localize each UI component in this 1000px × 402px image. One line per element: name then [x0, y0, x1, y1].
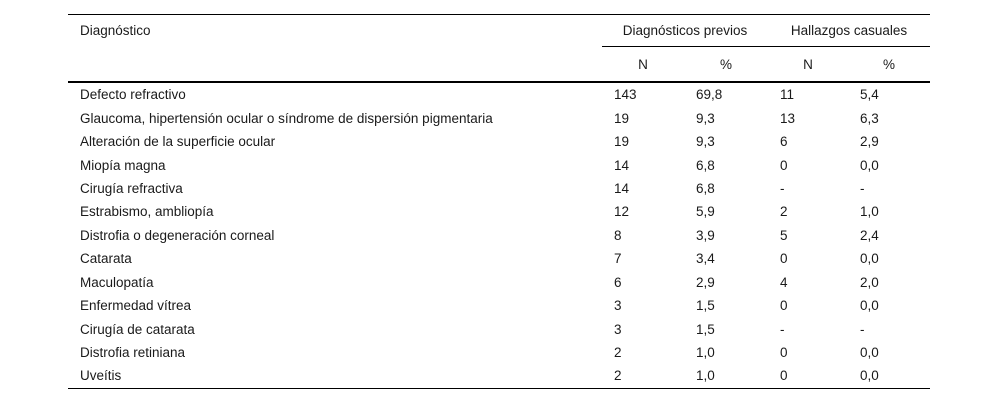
casual-n-cell: 4 — [780, 274, 788, 290]
table-row: Cirugía refractiva 14 6,8 - - — [68, 177, 930, 200]
casual-pct-cell: - — [860, 180, 865, 196]
previous-n-cell: 3 — [614, 321, 622, 337]
diagnosis-cell: Glaucoma, hipertensión ocular o síndrome… — [80, 110, 493, 126]
previous-pct-cell: 6,8 — [696, 180, 715, 196]
casual-pct-cell: 6,3 — [860, 110, 879, 126]
diagnosis-cell: Miopía magna — [80, 157, 166, 173]
previous-n-cell: 14 — [614, 180, 630, 196]
table-row: Distrofia retiniana 2 1,0 0 0,0 — [68, 341, 930, 364]
casual-pct-cell: 0,0 — [860, 345, 879, 361]
table-row: Distrofia o degeneración corneal 8 3,9 5 2,4 — [68, 224, 930, 247]
casual-n-cell: 0 — [780, 157, 788, 173]
previous-n-cell: 8 — [614, 227, 622, 243]
casual-n-cell: 11 — [780, 87, 795, 103]
diagnosis-cell: Cirugía de catarata — [80, 321, 195, 337]
table-row: Enfermedad vítrea 3 1,5 0 0,0 — [68, 294, 930, 317]
diagnosis-cell: Enfermedad vítrea — [80, 298, 192, 314]
casual-n-cell: 2 — [780, 204, 788, 220]
casual-n-cell: 0 — [768, 364, 848, 389]
table-row: Catarata 7 3,4 0 0,0 — [68, 247, 930, 270]
casual-n-cell: 0 — [780, 251, 788, 267]
column-header-previous-n: N — [602, 46, 684, 84]
column-header-diagnosis: Diagnóstico — [68, 14, 602, 83]
previous-n-cell: 14 — [614, 157, 630, 173]
casual-pct-cell: - — [860, 321, 865, 337]
table-row: Miopía magna 14 6,8 0 0,0 — [68, 153, 930, 176]
table-row: Defecto refractivo 143 69,8 11 5,4 — [68, 82, 930, 106]
previous-pct-cell: 1,5 — [696, 321, 715, 337]
casual-pct-cell: 2,0 — [860, 274, 879, 290]
diagnosis-cell: Distrofia o degeneración corneal — [80, 227, 275, 243]
previous-n-cell: 19 — [614, 110, 630, 126]
table-body: Defecto refractivo 143 69,8 11 5,4 Glaucoma, … — [68, 82, 930, 389]
table-header: Diagnóstico Diagnósticos previos Hallazg… — [68, 14, 930, 84]
casual-n-cell: 5 — [780, 227, 788, 243]
table-subheader-row: N % N % — [68, 46, 930, 84]
diagnosis-cell: Maculopatía — [80, 274, 154, 290]
table-group-header-row: Diagnóstico Diagnósticos previos Hallazg… — [68, 14, 930, 83]
diagnosis-cell: Catarata — [80, 251, 132, 267]
diagnosis-cell: Defecto refractivo — [80, 87, 186, 103]
casual-pct-cell: 0,0 — [860, 157, 879, 173]
column-group-casual-findings: Hallazgos casuales — [768, 14, 930, 48]
previous-n-cell: 3 — [614, 298, 622, 314]
casual-pct-cell: 5,4 — [860, 87, 879, 103]
previous-pct-cell: 3,9 — [696, 227, 715, 243]
diagnosis-cell: Uveítis — [68, 364, 602, 389]
table-row: Estrabismo, ambliopía 12 5,9 2 1,0 — [68, 200, 930, 223]
casual-n-cell: 6 — [780, 134, 788, 150]
column-header-previous-pct: % — [684, 46, 768, 84]
previous-pct-cell: 9,3 — [696, 110, 715, 126]
casual-pct-cell: 1,0 — [860, 204, 879, 220]
column-header-casual-n: N — [768, 46, 848, 84]
previous-pct-cell: 5,9 — [696, 204, 715, 220]
diagnosis-cell: Distrofia retiniana — [80, 345, 186, 361]
previous-n-cell: 2 — [614, 345, 622, 361]
table-row: Uveítis 2 1,0 0 0,0 — [68, 364, 930, 389]
previous-pct-cell: 6,8 — [696, 157, 715, 173]
previous-n-cell: 12 — [614, 204, 630, 220]
previous-n-cell: 19 — [614, 134, 630, 150]
previous-pct-cell: 69,8 — [696, 87, 723, 103]
casual-pct-cell: 2,9 — [860, 134, 879, 150]
diagnosis-cell: Cirugía refractiva — [80, 180, 183, 196]
previous-n-cell: 6 — [614, 274, 622, 290]
casual-n-cell: 13 — [780, 110, 796, 126]
previous-pct-cell: 2,9 — [696, 274, 715, 290]
previous-n-cell: 143 — [614, 87, 637, 103]
table-row: Alteración de la superficie ocular 19 9,3 6… — [68, 130, 930, 153]
casual-pct-cell: 2,4 — [860, 227, 879, 243]
casual-pct-cell: 0,0 — [860, 251, 879, 267]
previous-n-cell: 2 — [602, 364, 684, 389]
previous-pct-cell: 1,0 — [696, 345, 715, 361]
diagnosis-table: Diagnóstico Diagnósticos previos Hallazg… — [68, 14, 930, 389]
casual-n-cell: 0 — [780, 345, 788, 361]
column-header-casual-pct: % — [848, 46, 930, 84]
previous-n-cell: 7 — [614, 251, 622, 267]
table-row: Maculopatía 6 2,9 4 2,0 — [68, 271, 930, 294]
casual-n-cell: - — [780, 180, 785, 196]
casual-pct-cell: 0,0 — [860, 298, 879, 314]
diagnosis-cell: Alteración de la superficie ocular — [80, 134, 276, 150]
previous-pct-cell: 9,3 — [696, 134, 715, 150]
table-row: Cirugía de catarata 3 1,5 - - — [68, 317, 930, 340]
casual-n-cell: 0 — [780, 298, 788, 314]
previous-pct-cell: 1,0 — [684, 364, 768, 389]
casual-pct-cell: 0,0 — [848, 364, 930, 389]
table-row: Glaucoma, hipertensión ocular o síndrome… — [68, 106, 930, 129]
previous-pct-cell: 3,4 — [696, 251, 715, 267]
diagnosis-cell: Estrabismo, ambliopía — [80, 204, 214, 220]
previous-pct-cell: 1,5 — [696, 298, 715, 314]
casual-n-cell: - — [780, 321, 785, 337]
column-group-previous-diagnoses: Diagnósticos previos — [602, 14, 768, 48]
